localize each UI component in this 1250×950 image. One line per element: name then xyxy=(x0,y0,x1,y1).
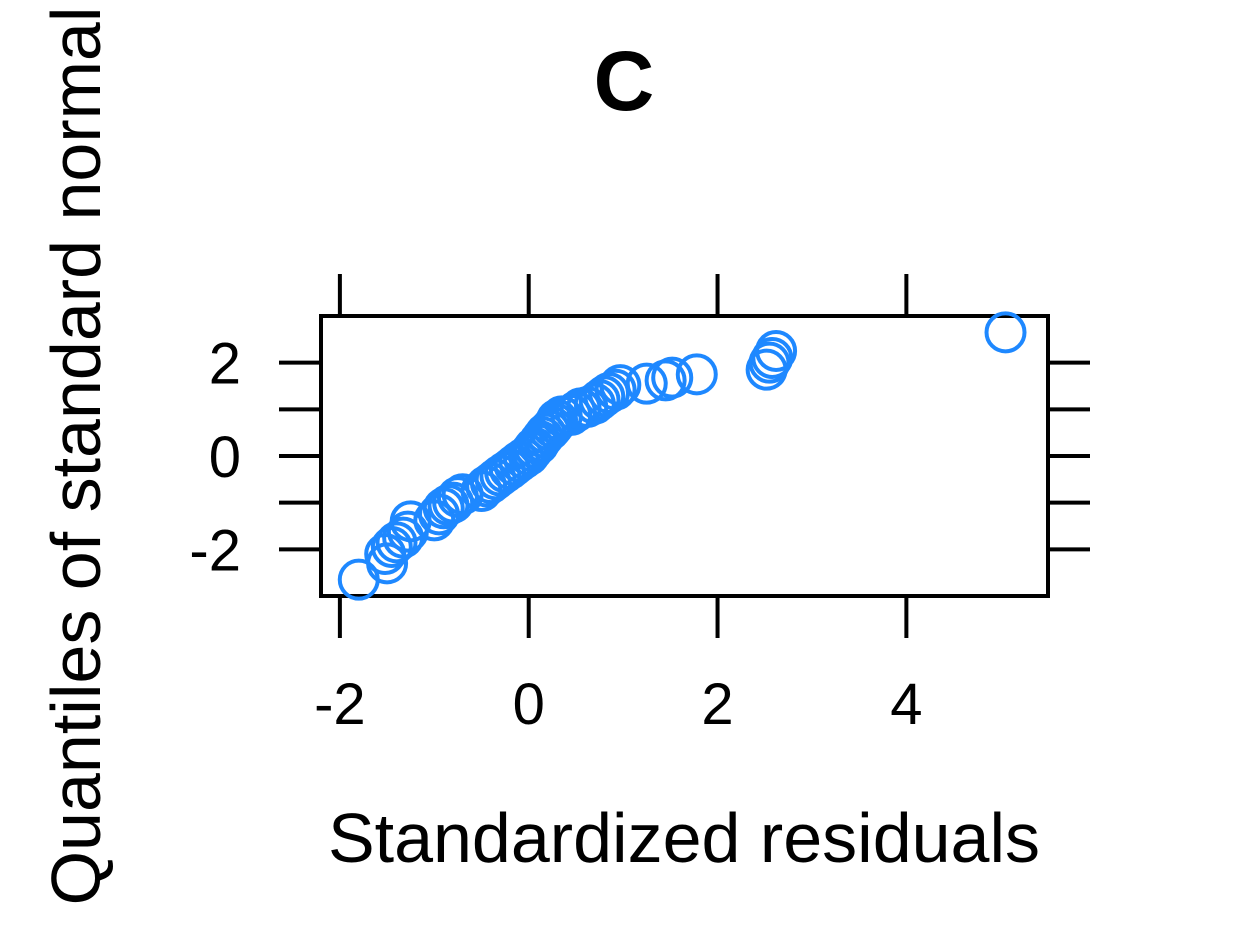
y-tick-label: -2 xyxy=(189,518,241,583)
y-axis: -2 0 2 xyxy=(189,332,1090,583)
y-tick-label: 0 xyxy=(209,425,241,490)
data-point xyxy=(625,362,668,405)
data-point xyxy=(432,481,475,524)
x-tick-label: -2 xyxy=(314,672,366,737)
data-point xyxy=(651,356,694,399)
data-point xyxy=(755,330,798,372)
x-tick-label: 4 xyxy=(890,672,922,737)
data-point xyxy=(984,311,1027,354)
data-point xyxy=(599,364,642,407)
y-tick-label: 2 xyxy=(209,332,241,397)
data-points xyxy=(337,311,1027,601)
data-point xyxy=(675,353,718,396)
x-axis-label: Standardized residuals xyxy=(328,799,1040,877)
data-point xyxy=(594,368,637,411)
x-tick-label: 2 xyxy=(701,672,733,737)
y-axis-label: Quantiles of standard normal xyxy=(37,7,115,906)
chart-title: C xyxy=(594,34,655,128)
x-tick-label: 0 xyxy=(513,672,545,737)
data-point xyxy=(751,337,794,379)
data-point xyxy=(375,521,418,564)
x-axis: -2 0 2 4 xyxy=(314,274,923,737)
